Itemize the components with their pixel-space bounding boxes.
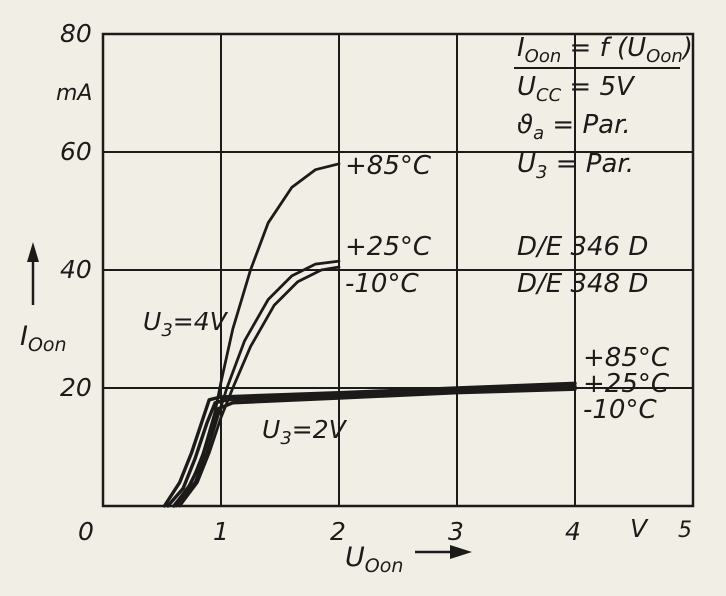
temp-label: +85°C: [345, 151, 432, 181]
x-tick-label: 2: [330, 517, 346, 546]
x-axis-label: UOon: [345, 542, 472, 577]
series-line-u3-4v: [178, 265, 341, 508]
svg-text:ϑa = Par.: ϑa = Par.: [517, 110, 631, 144]
series-line-u3-2v: [172, 387, 577, 508]
y-unit-label: mA: [56, 81, 92, 106]
series-line-u3-2v: [162, 381, 577, 508]
grid: [101, 32, 695, 508]
y-tick-label: 60: [60, 137, 92, 166]
temp-label: +25°C: [583, 369, 670, 399]
x-unit-label: V: [630, 514, 649, 543]
temp-label: +85°C: [583, 343, 670, 373]
y-axis-label: IOon: [20, 242, 67, 356]
y-tick-label: 20: [60, 373, 92, 402]
x-tick-label: 3: [448, 517, 464, 546]
u3-2v-label: U3=2V: [262, 415, 348, 449]
svg-text:IOon = f (UOon): IOon = f (UOon): [517, 33, 693, 67]
temp-label: +25°C: [345, 232, 432, 262]
x-tick-label: 0: [78, 517, 94, 546]
svg-text:IOon: IOon: [20, 321, 67, 356]
temp-label: -10°C: [345, 269, 419, 299]
x-tick-label: 5: [678, 518, 692, 543]
y-tick-label: 40: [60, 255, 92, 284]
temp-label: -10°C: [583, 395, 657, 425]
y-tick-label: 80: [60, 19, 92, 48]
device-label: D/E 346 D: [517, 232, 648, 262]
series-line-u3-4v: [174, 259, 341, 508]
svg-text:U3 = Par.: U3 = Par.: [517, 149, 634, 183]
x-tick-label: 1: [213, 517, 229, 546]
device-label: D/E 348 D: [517, 269, 648, 299]
parameter-legend: IOon = f (UOon) UCC = 5V ϑa = Par. U3 = …: [514, 33, 693, 183]
series-line-u3-2v: [166, 384, 577, 508]
svg-text:UCC = 5V: UCC = 5V: [517, 72, 636, 106]
svg-text:UOon: UOon: [345, 542, 403, 577]
x-tick-label: 4: [565, 517, 581, 546]
u3-4v-label: U3=4V: [143, 307, 229, 341]
curves: [162, 162, 577, 508]
